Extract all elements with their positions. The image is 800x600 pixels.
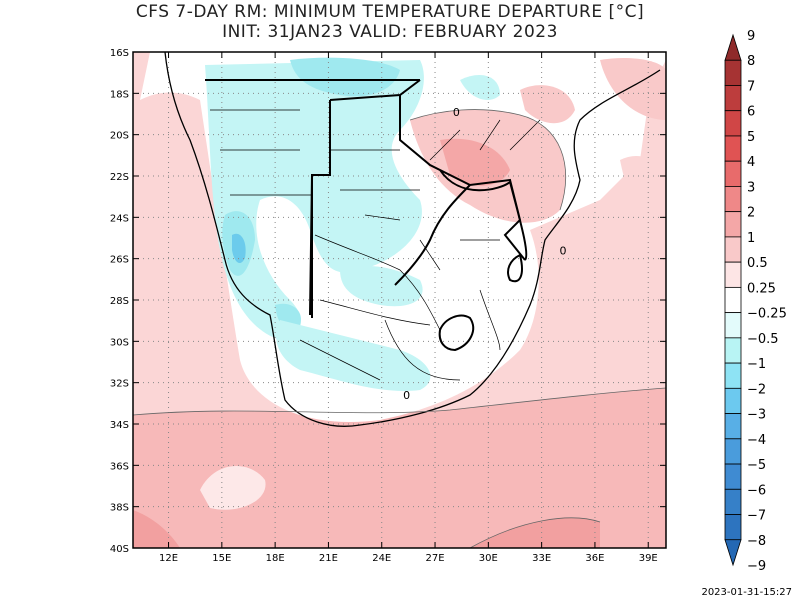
colorbar-swatch bbox=[724, 110, 742, 137]
colorbar-label: −2 bbox=[747, 382, 766, 397]
colorbar-swatch bbox=[724, 337, 742, 364]
colorbar-label: −6 bbox=[747, 483, 766, 498]
colorbar-label: 3 bbox=[747, 180, 755, 195]
colorbar-label: −0.5 bbox=[747, 332, 779, 347]
colorbar-swatch bbox=[724, 85, 742, 112]
lat-tick-label: 34S bbox=[110, 420, 129, 431]
lon-tick-label: 33E bbox=[532, 553, 551, 564]
lon-tick-label: 39E bbox=[639, 553, 658, 564]
colorbar-label: −0.25 bbox=[747, 307, 787, 322]
southwest-warm-patch bbox=[133, 510, 180, 548]
lat-tick-label: 26S bbox=[110, 255, 129, 266]
colorbar: 9 8 7 6 5 4 3 2 1 0.5 0.25 −0.25 −0.5 −1 −2 −3 −4 −5 −6 −7 −… bbox=[724, 29, 787, 574]
chart-title: CFS 7-DAY RM: MINIMUM TEMPERATURE DEPART… bbox=[135, 2, 645, 22]
colorbar-swatch bbox=[724, 59, 742, 86]
lat-tick-label: 16S bbox=[110, 48, 129, 59]
light-warm-patch bbox=[200, 466, 266, 510]
colorbar-label: −4 bbox=[747, 433, 766, 448]
lat-tick-label: 18S bbox=[110, 89, 129, 100]
colorbar-top-arrow bbox=[724, 33, 742, 61]
northeast-warm-patch bbox=[600, 58, 666, 120]
lat-tick-label: 30S bbox=[110, 337, 129, 348]
lat-tick-label: 40S bbox=[110, 544, 129, 555]
lon-tick-label: 12E bbox=[159, 553, 178, 564]
colorbar-label: 4 bbox=[747, 155, 755, 170]
map-boundaries bbox=[164, 52, 661, 427]
lon-tick-label: 21E bbox=[319, 553, 338, 564]
chart-subtitle: INIT: 31JAN23 VALID: FEBRUARY 2023 bbox=[222, 22, 558, 42]
colorbar-label: 1 bbox=[747, 231, 755, 246]
colorbar-label: −1 bbox=[747, 357, 766, 372]
lon-tick-label: 27E bbox=[426, 553, 445, 564]
colorbar-swatch bbox=[724, 488, 742, 515]
zimbabwe-warm-core bbox=[440, 138, 510, 186]
coastline bbox=[164, 52, 661, 427]
mozambique-warm-patch bbox=[520, 85, 575, 124]
colorbar-swatch bbox=[724, 463, 742, 490]
colorbar-swatch bbox=[724, 438, 742, 465]
colorbar-swatch bbox=[724, 413, 742, 440]
southern-warm-band bbox=[133, 388, 666, 548]
lat-tick-label: 28S bbox=[110, 296, 129, 307]
colorbar-swatch bbox=[724, 362, 742, 389]
colorbar-swatch bbox=[724, 312, 742, 339]
namibia-cool-region bbox=[205, 60, 424, 340]
colorbar-label: 8 bbox=[747, 54, 755, 69]
lat-tick-label: 24S bbox=[110, 213, 129, 224]
axes: 16S 18S 20S 22S 24S 26S 28S 30S 32S 34S 36S 38S 40S 1… bbox=[110, 48, 666, 564]
lon-tick-label: 30E bbox=[479, 553, 498, 564]
contour-label: 0 bbox=[453, 106, 460, 119]
colorbar-label: 2 bbox=[747, 206, 755, 221]
contour-label: 0 bbox=[403, 389, 410, 402]
lat-tick-label: 38S bbox=[110, 503, 129, 514]
colorbar-swatch bbox=[724, 286, 742, 314]
colorbar-label: −3 bbox=[747, 408, 766, 423]
province-borders bbox=[210, 109, 541, 381]
colorbar-label: 9 bbox=[747, 29, 755, 44]
colorbar-swatch bbox=[724, 514, 742, 541]
lon-tick-label: 15E bbox=[212, 553, 231, 564]
colorbar-label: 5 bbox=[747, 130, 755, 145]
colorbar-label: 6 bbox=[747, 105, 755, 120]
colorbar-label: −5 bbox=[747, 458, 766, 473]
lat-tick-label: 36S bbox=[110, 461, 129, 472]
namibia-cool-core bbox=[232, 233, 246, 264]
colorbar-label: −7 bbox=[747, 509, 766, 524]
lon-tick-label: 24E bbox=[372, 553, 391, 564]
free-state-cool bbox=[340, 265, 423, 307]
angola-cool-core bbox=[290, 57, 400, 97]
contour-labels: 0 0 0 bbox=[403, 106, 566, 402]
lat-tick-label: 22S bbox=[110, 172, 129, 183]
south-interior-cool bbox=[276, 320, 431, 391]
lon-tick-label: 36E bbox=[585, 553, 604, 564]
lesotho-border bbox=[438, 314, 475, 352]
colorbar-swatch bbox=[724, 135, 742, 162]
zero-contours bbox=[133, 109, 666, 548]
colorbar-swatch bbox=[724, 236, 742, 263]
colorbar-label: 7 bbox=[747, 79, 755, 94]
colorbar-label: −8 bbox=[747, 534, 766, 549]
lat-tick-label: 32S bbox=[110, 379, 129, 390]
colorbar-label: 0.5 bbox=[747, 256, 768, 271]
colorbar-swatch bbox=[724, 261, 742, 288]
lon-tick-label: 18E bbox=[266, 553, 285, 564]
colorbar-label: −9 bbox=[747, 559, 766, 574]
colorbar-swatch bbox=[724, 160, 742, 187]
colorbar-swatch bbox=[724, 211, 742, 238]
colorbar-swatch bbox=[724, 186, 742, 213]
zambia-cool-patch bbox=[460, 75, 500, 100]
south-warm-patch bbox=[470, 517, 600, 548]
lat-tick-label: 20S bbox=[110, 131, 129, 142]
country-borders bbox=[205, 79, 528, 318]
colorbar-label: 0.25 bbox=[747, 281, 776, 296]
colorbar-swatch bbox=[724, 387, 742, 414]
contour-label: 0 bbox=[559, 245, 566, 258]
colorbar-bottom-arrow bbox=[724, 539, 742, 567]
east-coast-warm bbox=[620, 155, 666, 250]
timestamp: 2023-01-31-15:27 bbox=[701, 587, 792, 598]
